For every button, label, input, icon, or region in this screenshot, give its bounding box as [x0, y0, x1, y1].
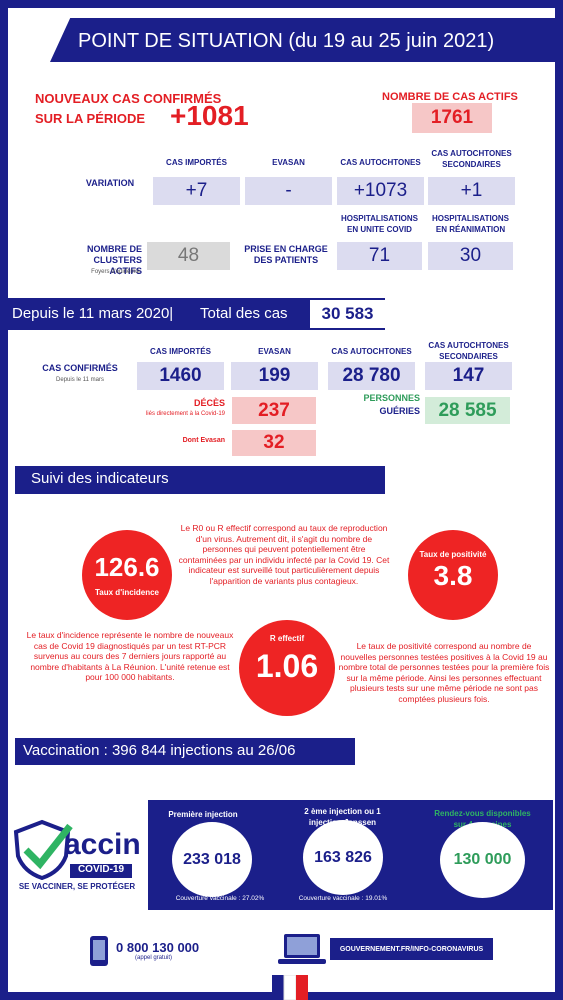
- variation-label: VARIATION: [85, 178, 135, 188]
- header-title: POINT DE SITUATION (du 19 au 25 juin 202…: [78, 30, 495, 52]
- positivity-value: 3.8: [433, 560, 473, 591]
- column-label: EVASAN: [272, 158, 305, 167]
- period-label: SUR LA PÉRIODE: [35, 111, 146, 126]
- vaccine-slogan: SE VACCINER, SE PROTÉGER: [18, 882, 136, 891]
- column-label: CAS IMPORTÉS: [166, 158, 227, 167]
- first-coverage: Couverture vaccinale : 27.02%: [175, 895, 265, 902]
- active-value: 1761: [412, 103, 492, 133]
- r-text: Le R0 ou R effectif correspond au taux d…: [178, 523, 390, 586]
- period-value: +1081: [170, 100, 249, 131]
- patients-value: 30: [428, 242, 513, 270]
- period-label: NOUVEAUX CAS CONFIRMÉS: [35, 91, 222, 106]
- column-label: CAS AUTOCHTONES: [331, 347, 412, 356]
- phone-number: 0 800 130 000: [116, 940, 200, 955]
- positivity-label: Taux de positivité: [419, 550, 487, 559]
- clusters-note: Foyers d'épidémie: [91, 269, 140, 275]
- appointments-value: 130 000: [440, 822, 525, 898]
- clusters-label: NOMBRE DE CLUSTERS ACTIFS: [86, 244, 142, 276]
- patients-label: PRISE EN CHARGE DES PATIENTS: [244, 244, 328, 265]
- total-label: Total des cas: [200, 305, 288, 322]
- column-label: CAS AUTOCHTONES: [340, 158, 421, 167]
- positivity-text: Le taux de positivité correspond au nomb…: [338, 641, 550, 704]
- vaccine-logo-word: accin: [64, 828, 141, 861]
- column-label: CAS AUTOCHTONES SECONDAIRES: [428, 341, 509, 361]
- vaccine-logo-badge: COVID-19: [70, 864, 132, 878]
- cumulative-label: CAS CONFIRMÉS: [42, 363, 118, 373]
- deaths-label: DÉCÈS: [193, 398, 225, 408]
- vaccine-shield: [13, 819, 73, 880]
- phone-icon: [90, 936, 108, 966]
- cumulative-value: 1460: [137, 362, 224, 390]
- deaths-note: liés directement à la Covid-19: [145, 411, 225, 417]
- recovered-label: GUÉRIES: [379, 406, 420, 416]
- column-label: HOSPITALISATIONS EN RÉANIMATION: [431, 214, 510, 234]
- incidence-value: 126.6: [94, 552, 160, 582]
- recovered-value: 28 585: [425, 397, 510, 424]
- first-label: Première injection: [168, 810, 238, 819]
- incidence-circle: [82, 530, 172, 620]
- column-label: CAS AUTOCHTONES SECONDAIRES: [431, 149, 512, 169]
- r-circle: [239, 620, 335, 716]
- second-coverage: Couverture vaccinale : 19.01%: [298, 895, 388, 902]
- variation-value: +1: [428, 177, 515, 205]
- cumulative-value: 147: [425, 362, 512, 390]
- vaccination-title: Vaccination : 396 844 injections au 26/0…: [15, 738, 355, 765]
- variation-value: +7: [153, 177, 240, 205]
- column-label: CAS IMPORTÉS: [150, 347, 211, 356]
- website: GOUVERNEMENT.FR/INFO-CORONAVIRUS: [330, 938, 493, 960]
- column-label: HOSPITALISATIONS EN UNITE COVID: [340, 214, 419, 234]
- evasan-label: Dont Evasan: [182, 437, 225, 444]
- active-label: NOMBRE DE CAS ACTIFS: [382, 91, 518, 103]
- evasan-value: 32: [232, 430, 316, 456]
- cumulative-value: 28 780: [328, 362, 415, 390]
- recovered-label: PERSONNES: [363, 393, 420, 403]
- cumulative-note: Depuis le 11 mars: [56, 377, 104, 383]
- clusters-value: 48: [147, 242, 230, 270]
- incidence-text: Le taux d'incidence représente le nombre…: [26, 630, 234, 682]
- indicators-title: Suivi des indicateurs: [15, 466, 385, 494]
- laptop-icon: [278, 934, 326, 964]
- second-value: 163 826: [303, 820, 383, 895]
- first-value: 233 018: [172, 822, 252, 897]
- variation-value: +1073: [337, 177, 424, 205]
- deaths-value: 237: [232, 397, 316, 424]
- header-band: [50, 18, 555, 62]
- cumulative-value: 199: [231, 362, 318, 390]
- patients-value: 71: [337, 242, 422, 270]
- positivity-circle: [408, 530, 498, 620]
- variation-value: -: [245, 177, 332, 205]
- republic-logo: [272, 975, 308, 1000]
- phone-note: (appel gratuit): [135, 955, 173, 961]
- r-value: 1.06: [255, 648, 319, 684]
- total-value: 30 583: [310, 300, 385, 328]
- r-label: R effectif: [269, 634, 305, 643]
- column-label: EVASAN: [258, 347, 291, 356]
- total-since: Depuis le 11 mars 2020|: [12, 305, 174, 322]
- incidence-label: Taux d'incidence: [95, 588, 159, 597]
